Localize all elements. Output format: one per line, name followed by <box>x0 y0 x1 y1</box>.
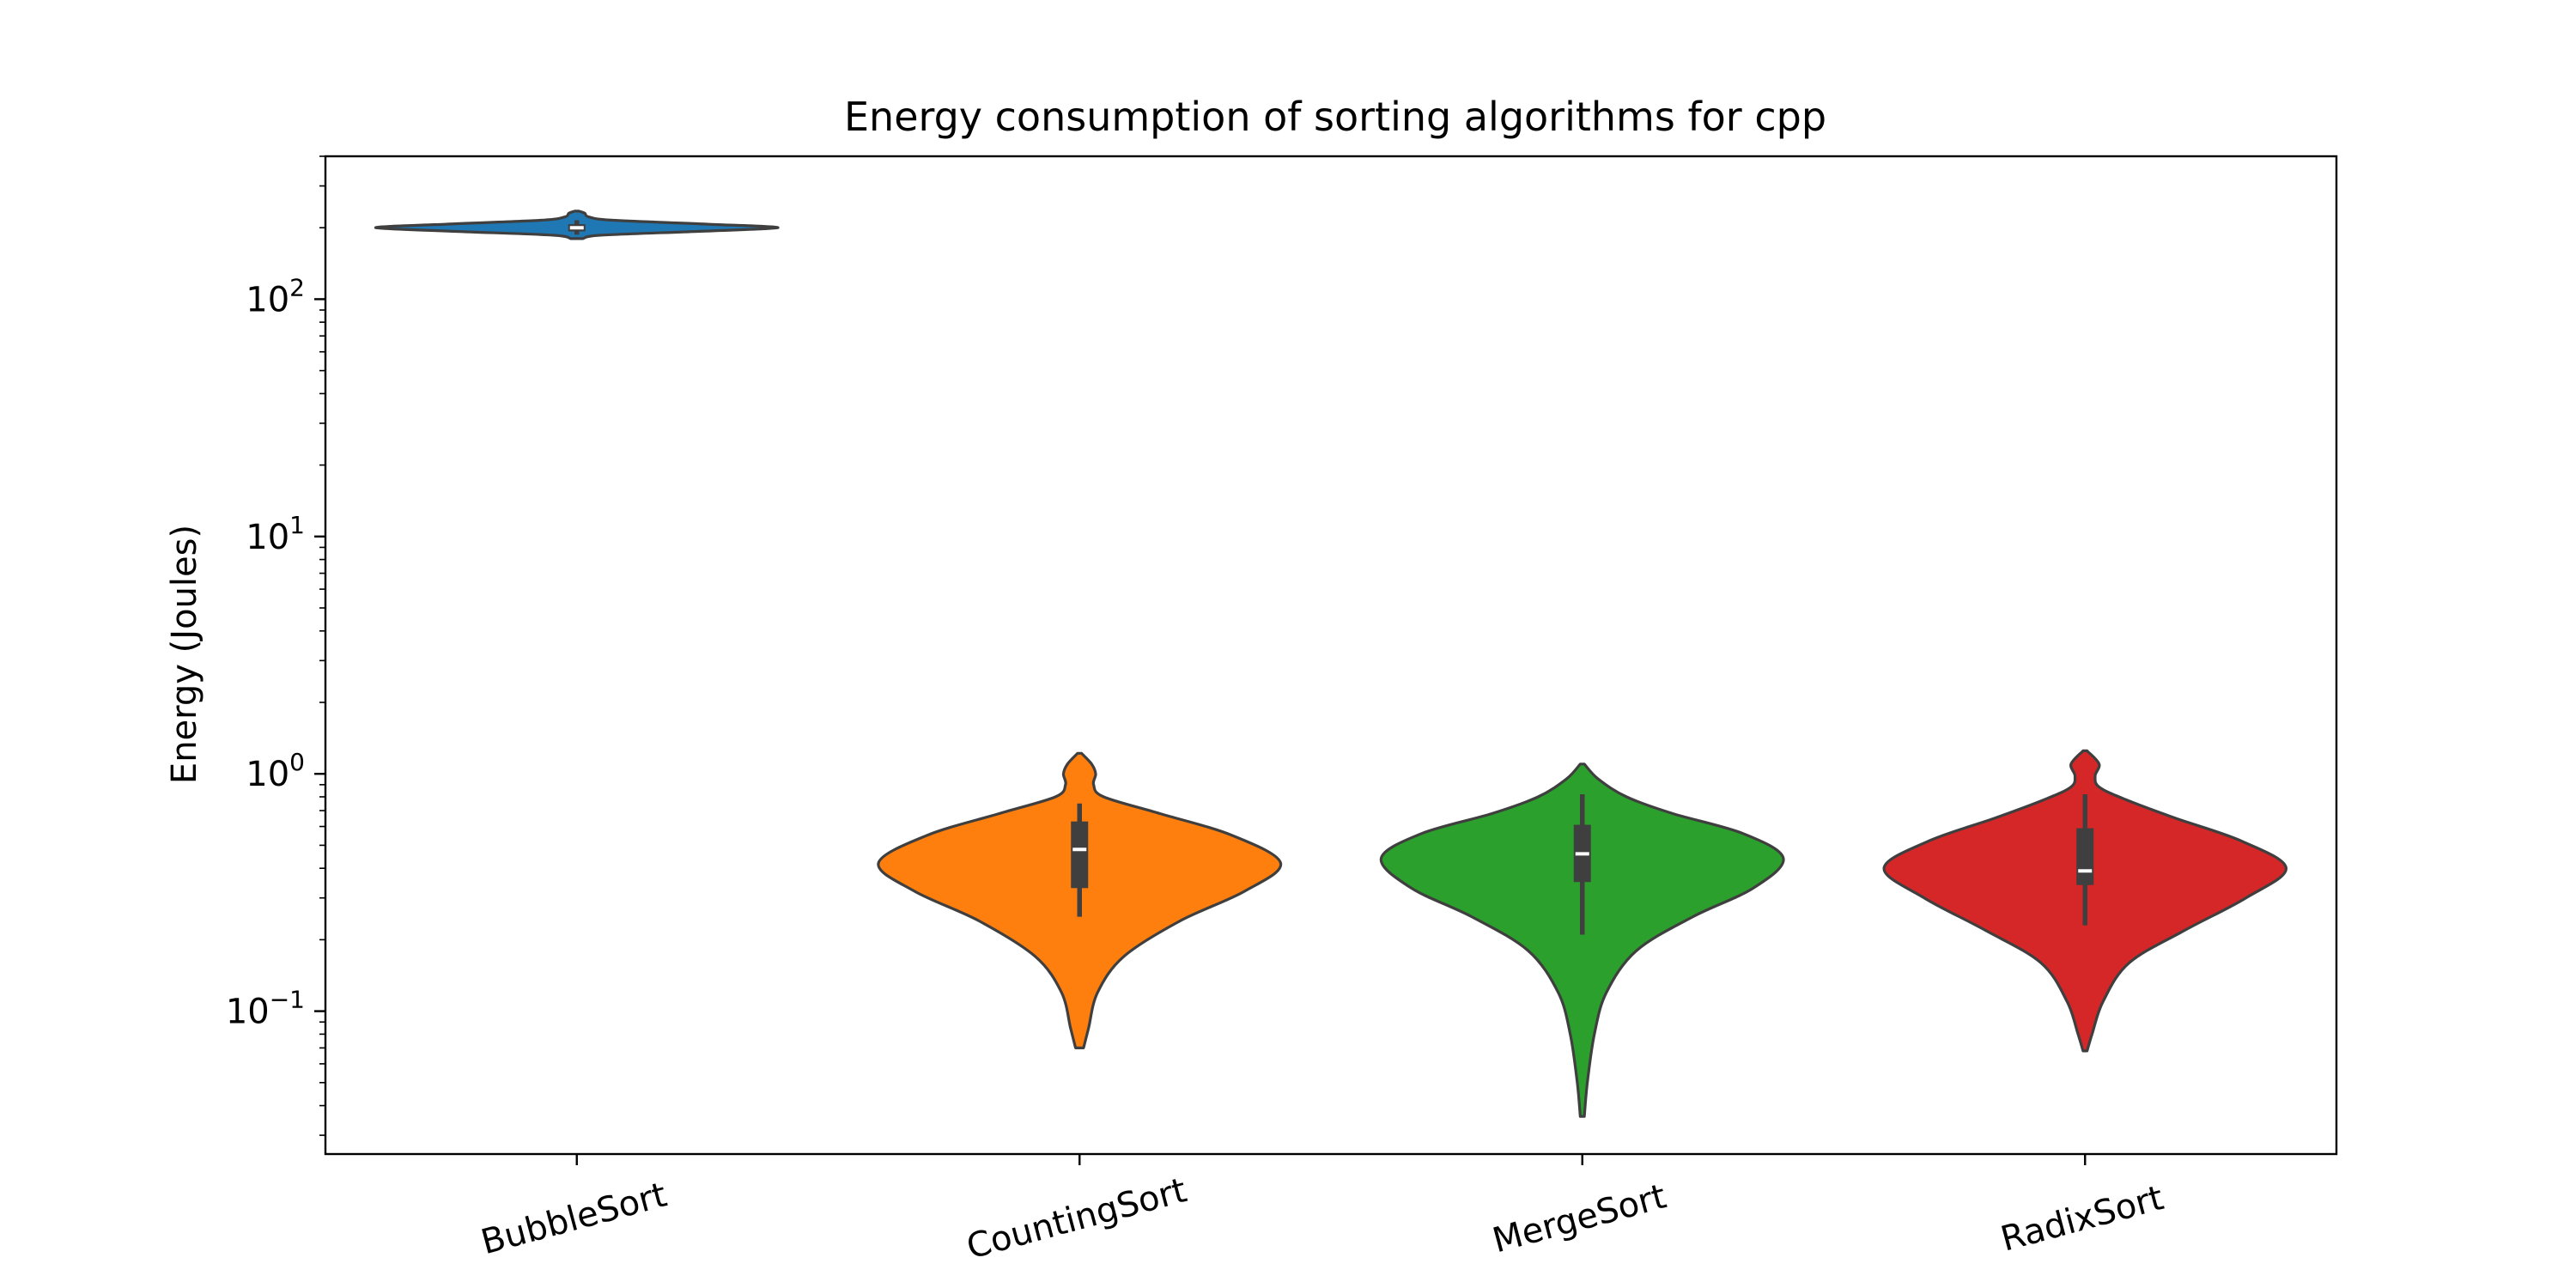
x-tick-label: RadixSort <box>1996 1178 2167 1260</box>
y-tick-label: 101 <box>246 511 305 557</box>
violin-radixsort <box>1882 749 2287 1053</box>
x-tick-label: CountingSort <box>963 1170 1191 1267</box>
violin-body <box>1379 762 1785 1118</box>
y-tick-label: 100 <box>246 748 305 794</box>
x-tick-label: BubbleSort <box>477 1176 671 1263</box>
plot-frame <box>324 155 2338 1156</box>
y-tick-label: 102 <box>246 273 305 319</box>
x-tick-label: MergeSort <box>1489 1176 1671 1261</box>
violins-layer <box>374 210 2287 1118</box>
x-axis: BubbleSort CountingSort MergeSort RadixSort <box>477 1154 2167 1267</box>
y-tick-label: 10−1 <box>226 986 305 1032</box>
violin-bubblesort <box>374 210 780 240</box>
chart-title: Energy consumption of sorting algorithms… <box>844 94 1826 140</box>
violin-iqr-box <box>2076 828 2094 885</box>
violin-countingsort <box>877 751 1283 1049</box>
y-axis: 102 101 100 10−1 <box>226 155 325 1136</box>
y-axis-label: Energy (Joules) <box>165 525 204 784</box>
violin-iqr-box <box>1071 821 1089 889</box>
violin-mergesort <box>1379 762 1785 1118</box>
